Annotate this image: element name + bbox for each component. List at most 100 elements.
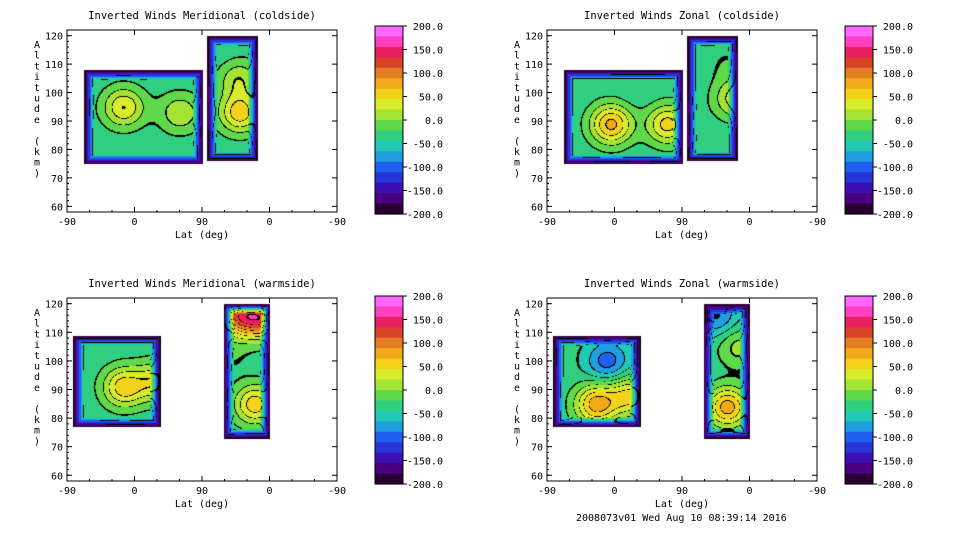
chart-panel-1: 120 110 100 90 80 70 60 -90 0 90 0 -90 Inverted Wind… <box>514 10 913 241</box>
colorbar-swatch <box>375 473 403 485</box>
chart-title: Inverted Winds Zonal (warmside) <box>584 278 780 290</box>
colorbar-swatch <box>845 431 873 443</box>
colorbar-swatch <box>375 390 403 402</box>
x-tick-label: -90 <box>808 486 826 497</box>
x-tick-label: -90 <box>538 217 556 228</box>
y-tick-label: 70 <box>531 174 543 185</box>
footer-timestamp: 2008073v01 Wed Aug 10 08:39:14 2016 <box>576 513 787 524</box>
x-tick-label: 90 <box>676 486 688 497</box>
colorbar-swatch <box>845 316 873 328</box>
x-tick-label: -90 <box>58 217 76 228</box>
colorbar-label: 50.0 <box>889 363 913 374</box>
x-tick-label: 0 <box>131 486 137 497</box>
colorbar-swatch <box>375 99 403 111</box>
colorbar: 200.0 150.0 100.0 50.0 0.0 -50.0 -100.0 -150.0 -… <box>844 292 913 491</box>
y-tick-label: 60 <box>51 202 63 213</box>
x-tick-label: -90 <box>328 217 346 228</box>
colorbar-label: 100.0 <box>883 339 913 350</box>
colorbar-swatch <box>375 57 403 69</box>
y-tick-label: 120 <box>525 300 543 311</box>
colorbar-label: -150.0 <box>407 457 443 468</box>
colorbar-swatch <box>845 193 873 205</box>
y-tick-label: 110 <box>45 60 63 71</box>
colorbar-swatch <box>375 26 403 38</box>
colorbar-swatch <box>375 463 403 475</box>
y-tick-label: 80 <box>51 145 63 156</box>
colorbar-swatch <box>375 431 403 443</box>
colorbar-swatch <box>845 109 873 121</box>
colorbar-swatch <box>375 348 403 360</box>
y-tick-label: 60 <box>531 471 543 482</box>
chart-panel-3: 120 110 100 90 80 70 60 -90 0 90 0 -90 Inverted Wind… <box>514 278 913 510</box>
x-axis-label: Lat (deg) <box>655 499 709 510</box>
chart-title: Inverted Winds Meridional (warmside) <box>88 278 316 290</box>
colorbar-label: 50.0 <box>419 363 443 374</box>
x-tick-label: 0 <box>746 486 752 497</box>
chart-panel-2: 120 110 100 90 80 70 60 -90 0 90 0 -90 Inverted Wind… <box>34 278 443 510</box>
colorbar-swatch <box>375 358 403 370</box>
colorbar-label: 0.0 <box>425 386 443 397</box>
colorbar: 200.0 150.0 100.0 50.0 0.0 -50.0 -100.0 -150.0 -… <box>374 22 443 221</box>
colorbar-swatch <box>375 306 403 318</box>
colorbar-swatch <box>845 151 873 163</box>
colorbar-swatch <box>375 172 403 184</box>
x-tick-label: 0 <box>746 217 752 228</box>
colorbar-swatch <box>845 369 873 381</box>
y-tick-label: 70 <box>51 174 63 185</box>
x-tick-label: -90 <box>328 486 346 497</box>
colorbar-swatch <box>845 337 873 349</box>
x-tick-label: -90 <box>538 486 556 497</box>
chart-title: Inverted Winds Meridional (coldside) <box>88 10 316 22</box>
colorbar-label: 100.0 <box>883 69 913 80</box>
colorbar-label: 100.0 <box>413 339 443 350</box>
colorbar-swatch <box>375 296 403 308</box>
colorbar-swatch <box>845 203 873 215</box>
y-tick-label: 100 <box>525 357 543 368</box>
colorbar-swatch <box>375 88 403 100</box>
colorbar-label: -100.0 <box>407 163 443 174</box>
colorbar-swatch <box>845 348 873 360</box>
y-tick-label: 80 <box>531 414 543 425</box>
x-tick-label: 90 <box>676 217 688 228</box>
colorbar-label: -200.0 <box>407 210 443 221</box>
colorbar-label: -50.0 <box>883 140 913 151</box>
colorbar-label: 0.0 <box>895 386 913 397</box>
colorbar-swatch <box>375 182 403 194</box>
x-tick-label: 90 <box>196 217 208 228</box>
x-axis-label: Lat (deg) <box>655 230 709 241</box>
colorbar-swatch <box>375 78 403 90</box>
colorbar-swatch <box>375 203 403 215</box>
colorbar-swatch <box>375 379 403 391</box>
colorbar-swatch <box>845 452 873 464</box>
colorbar-swatch <box>845 327 873 339</box>
y-tick-label: 120 <box>45 300 63 311</box>
colorbar-label: -50.0 <box>883 410 913 421</box>
y-tick-label: 120 <box>45 32 63 43</box>
colorbar-swatch <box>375 193 403 205</box>
colorbar-swatch <box>845 358 873 370</box>
y-tick-label: 80 <box>51 414 63 425</box>
y-tick-label: 80 <box>531 145 543 156</box>
colorbar-swatch <box>845 421 873 433</box>
colorbar-swatch <box>375 442 403 454</box>
y-tick-label: 60 <box>531 202 543 213</box>
colorbar-swatch <box>375 316 403 328</box>
y-tick-label: 60 <box>51 471 63 482</box>
colorbar-label: -200.0 <box>877 210 913 221</box>
colorbar-label: -50.0 <box>413 410 443 421</box>
colorbar-swatch <box>375 67 403 79</box>
y-tick-label: 110 <box>525 328 543 339</box>
x-tick-label: 90 <box>196 486 208 497</box>
colorbar-swatch <box>845 99 873 111</box>
colorbar-label: 200.0 <box>883 22 913 33</box>
contour-field <box>547 298 817 481</box>
colorbar-label: -150.0 <box>877 187 913 198</box>
contour-field <box>547 30 817 212</box>
colorbar-swatch <box>845 161 873 173</box>
colorbar-swatch <box>375 46 403 58</box>
colorbar-swatch <box>845 390 873 402</box>
colorbar-label: 200.0 <box>413 292 443 303</box>
